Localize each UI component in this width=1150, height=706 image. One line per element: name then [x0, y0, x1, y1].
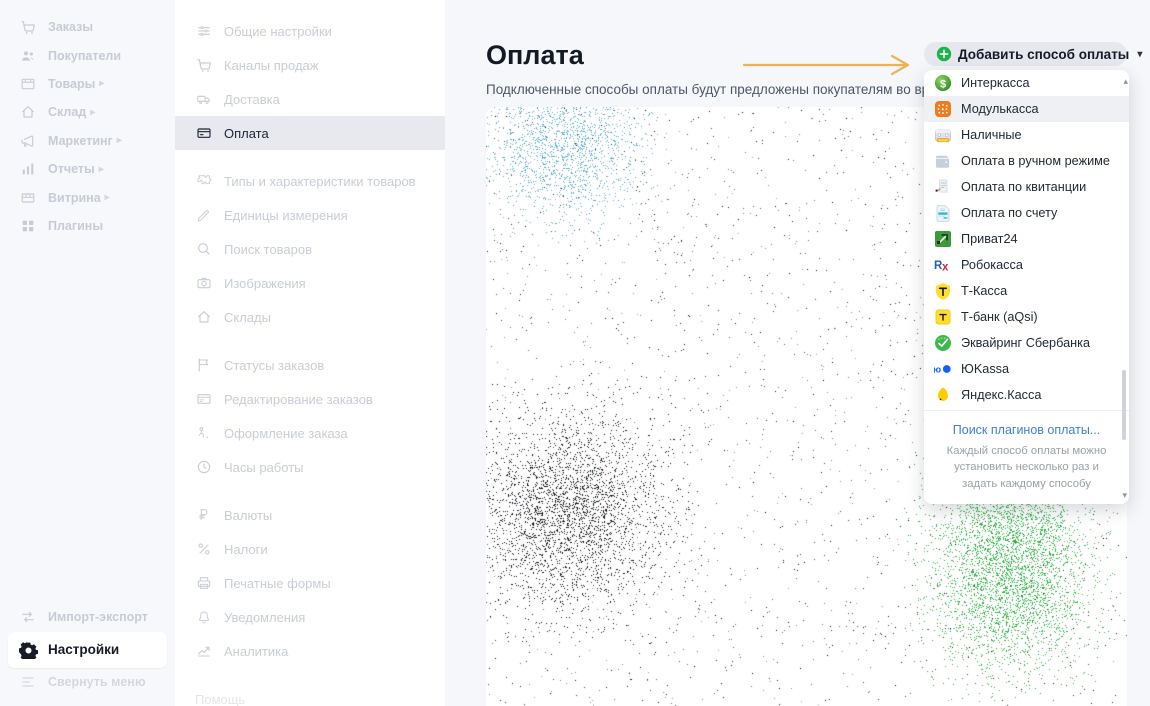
svg-text:x: x [942, 261, 949, 273]
svg-text:ю: ю [934, 365, 941, 376]
svg-text:$: $ [940, 78, 946, 90]
